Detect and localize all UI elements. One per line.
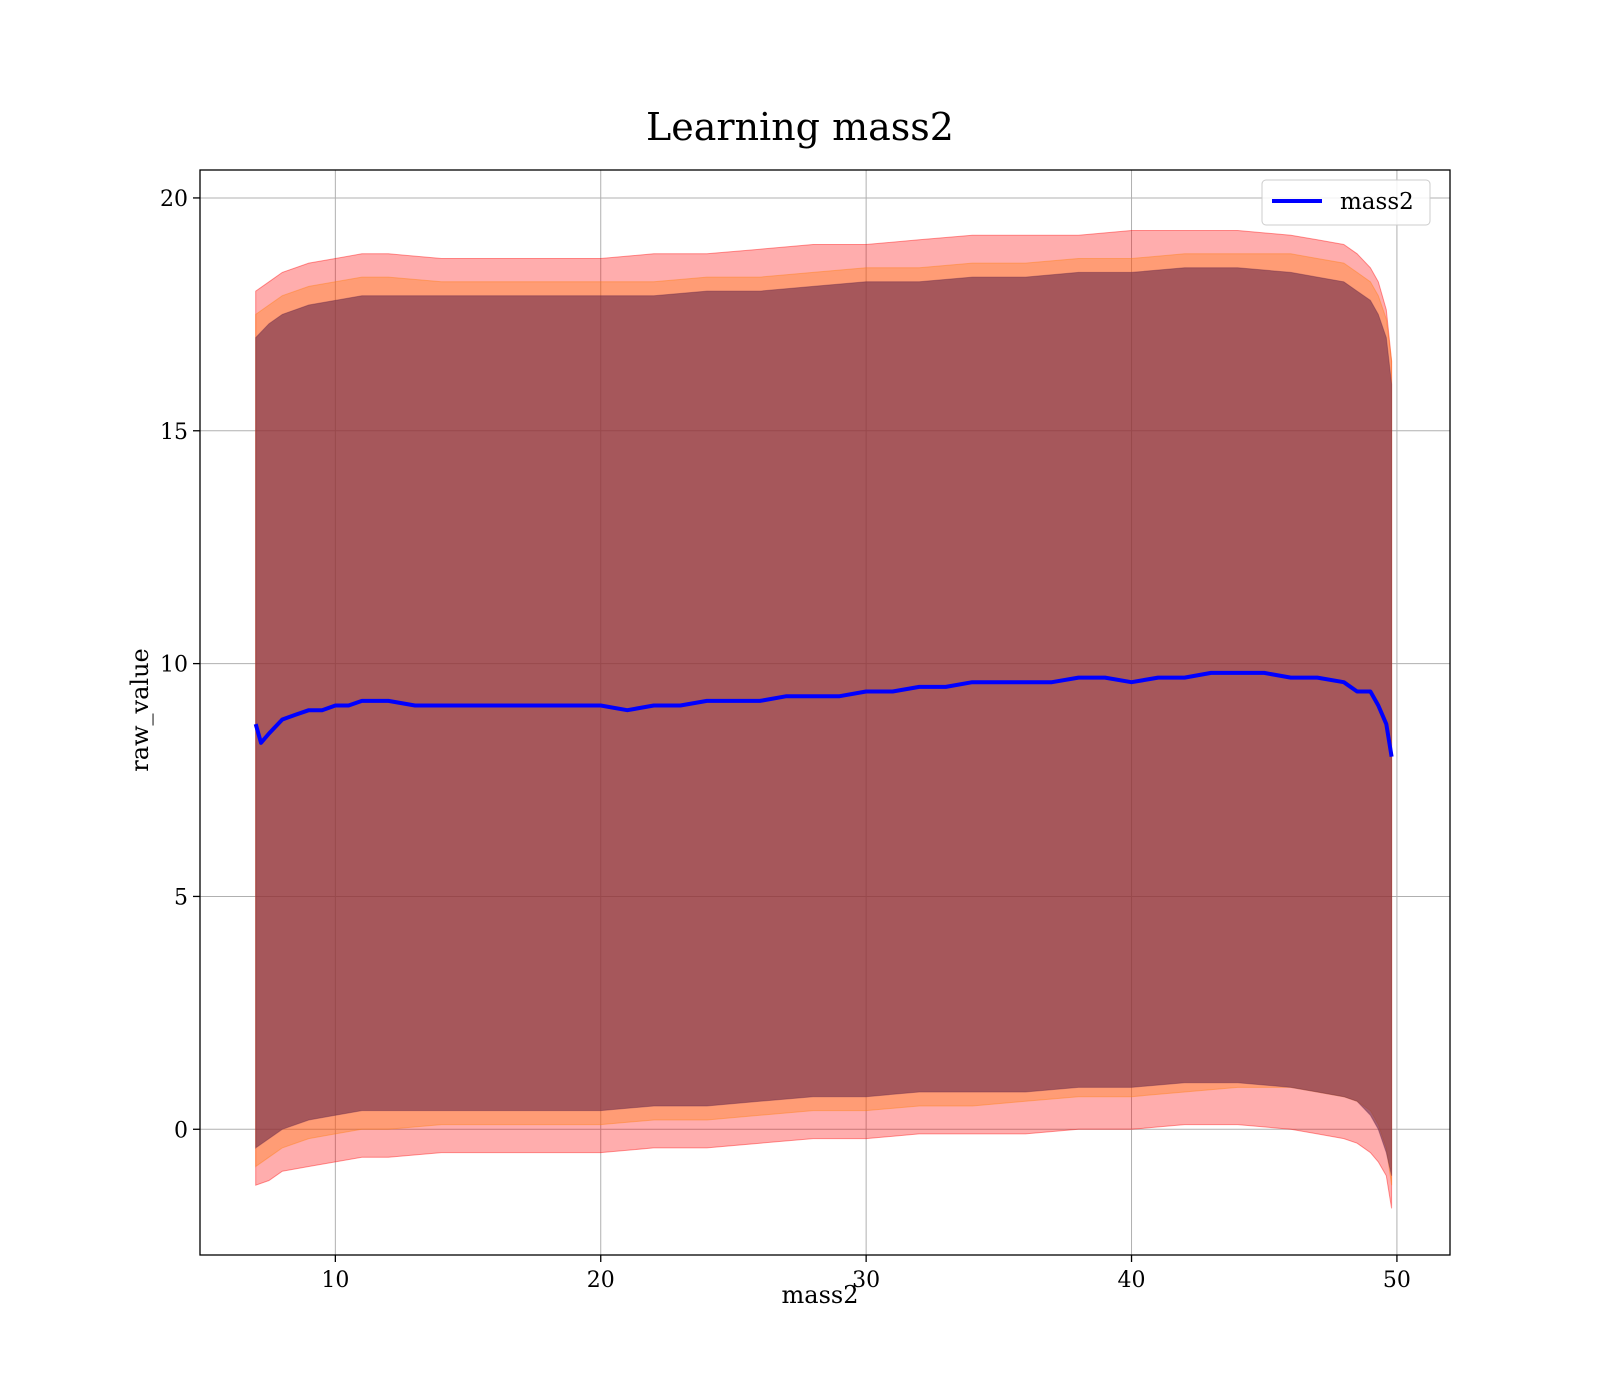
y-tick-label: 20 <box>160 187 188 212</box>
x-tick-label: 20 <box>587 1268 615 1293</box>
legend-label: mass2 <box>1340 189 1414 215</box>
y-axis-label: raw_value <box>126 648 154 772</box>
x-axis-label: mass2 <box>782 1281 859 1309</box>
axes-frame <box>199 169 1451 1256</box>
plot-area: 10 20 30 40 50 0 5 10 15 20 <box>160 169 1451 1293</box>
y-tick-label: 15 <box>160 420 188 445</box>
legend: mass2 <box>1261 179 1431 226</box>
x-tick-label: 50 <box>1383 1268 1411 1293</box>
y-tick-label: 0 <box>174 1118 188 1143</box>
x-tick-label: 10 <box>321 1268 349 1293</box>
confidence-band-2 <box>255 267 1393 1176</box>
series-line-mass2 <box>253 670 1394 758</box>
y-tick-label: 10 <box>160 653 188 678</box>
y-tick-label: 5 <box>174 885 188 910</box>
x-tick-label: 30 <box>852 1268 880 1293</box>
legend-box <box>1261 179 1431 226</box>
chart-title: Learning mass2 <box>646 105 954 149</box>
x-tick-label: 40 <box>1118 1268 1146 1293</box>
